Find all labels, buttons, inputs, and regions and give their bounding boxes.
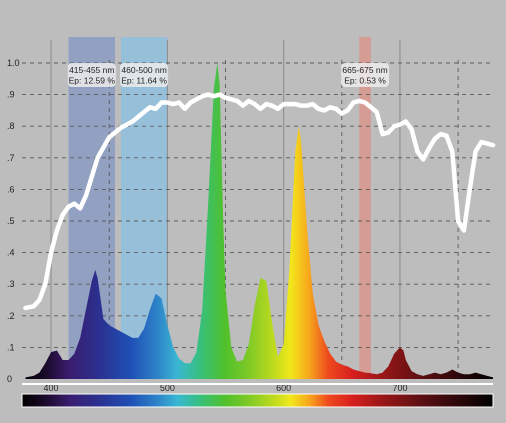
y-tick-label-4: .4 bbox=[7, 248, 15, 258]
y-tick-label-0: 0 bbox=[7, 374, 12, 384]
y-tick-label-3: .3 bbox=[7, 279, 15, 289]
band-label-range-1: 460-500 nm bbox=[121, 65, 166, 75]
wavelength-colorbar bbox=[21, 383, 494, 408]
band-label-box-2 bbox=[341, 63, 390, 87]
band-label-box-0 bbox=[67, 63, 116, 87]
y-tick-label-7: .7 bbox=[7, 153, 15, 163]
sensitivity-curve-layer bbox=[23, 92, 496, 311]
band-label-value-1: Ep: 11.64 % bbox=[121, 76, 167, 86]
colorbar-top-line bbox=[22, 383, 493, 385]
sensitivity-curve bbox=[23, 92, 496, 311]
y-tick-label-2: .2 bbox=[7, 311, 15, 321]
x-tick-label-600: 600 bbox=[276, 383, 291, 393]
band-label-value-2: Ep: 0.53 % bbox=[344, 76, 386, 86]
emission-area bbox=[25, 63, 493, 379]
y-tick-label-10: 1.0 bbox=[7, 58, 20, 68]
y-tick-label-5: .5 bbox=[7, 216, 15, 226]
y-tick-label-8: .8 bbox=[7, 121, 15, 131]
x-tick-label-500: 500 bbox=[160, 383, 175, 393]
band-label-range-0: 415-455 nm bbox=[69, 65, 114, 75]
emission-spectrum bbox=[25, 63, 493, 379]
band-label-range-2: 665-675 nm bbox=[342, 65, 387, 75]
band-label-box-1 bbox=[120, 63, 169, 87]
y-tick-label-9: .9 bbox=[7, 90, 15, 100]
colorbar-border bbox=[21, 393, 494, 408]
axes: 0 .1 .2 .3 .4 .5 .6 .7 .8 .9 1.0 400 500 600 700 bbox=[7, 58, 407, 393]
x-tick-label-400: 400 bbox=[44, 383, 59, 393]
y-tick-label-1: .1 bbox=[7, 342, 15, 352]
highlight-bands bbox=[68, 37, 371, 379]
y-tick-label-6: .6 bbox=[7, 184, 15, 194]
band-2 bbox=[359, 37, 371, 379]
colorbar-strip bbox=[22, 394, 493, 407]
x-tick-label-700: 700 bbox=[392, 383, 407, 393]
band-label-value-0: Ep: 12.59 % bbox=[69, 76, 116, 86]
